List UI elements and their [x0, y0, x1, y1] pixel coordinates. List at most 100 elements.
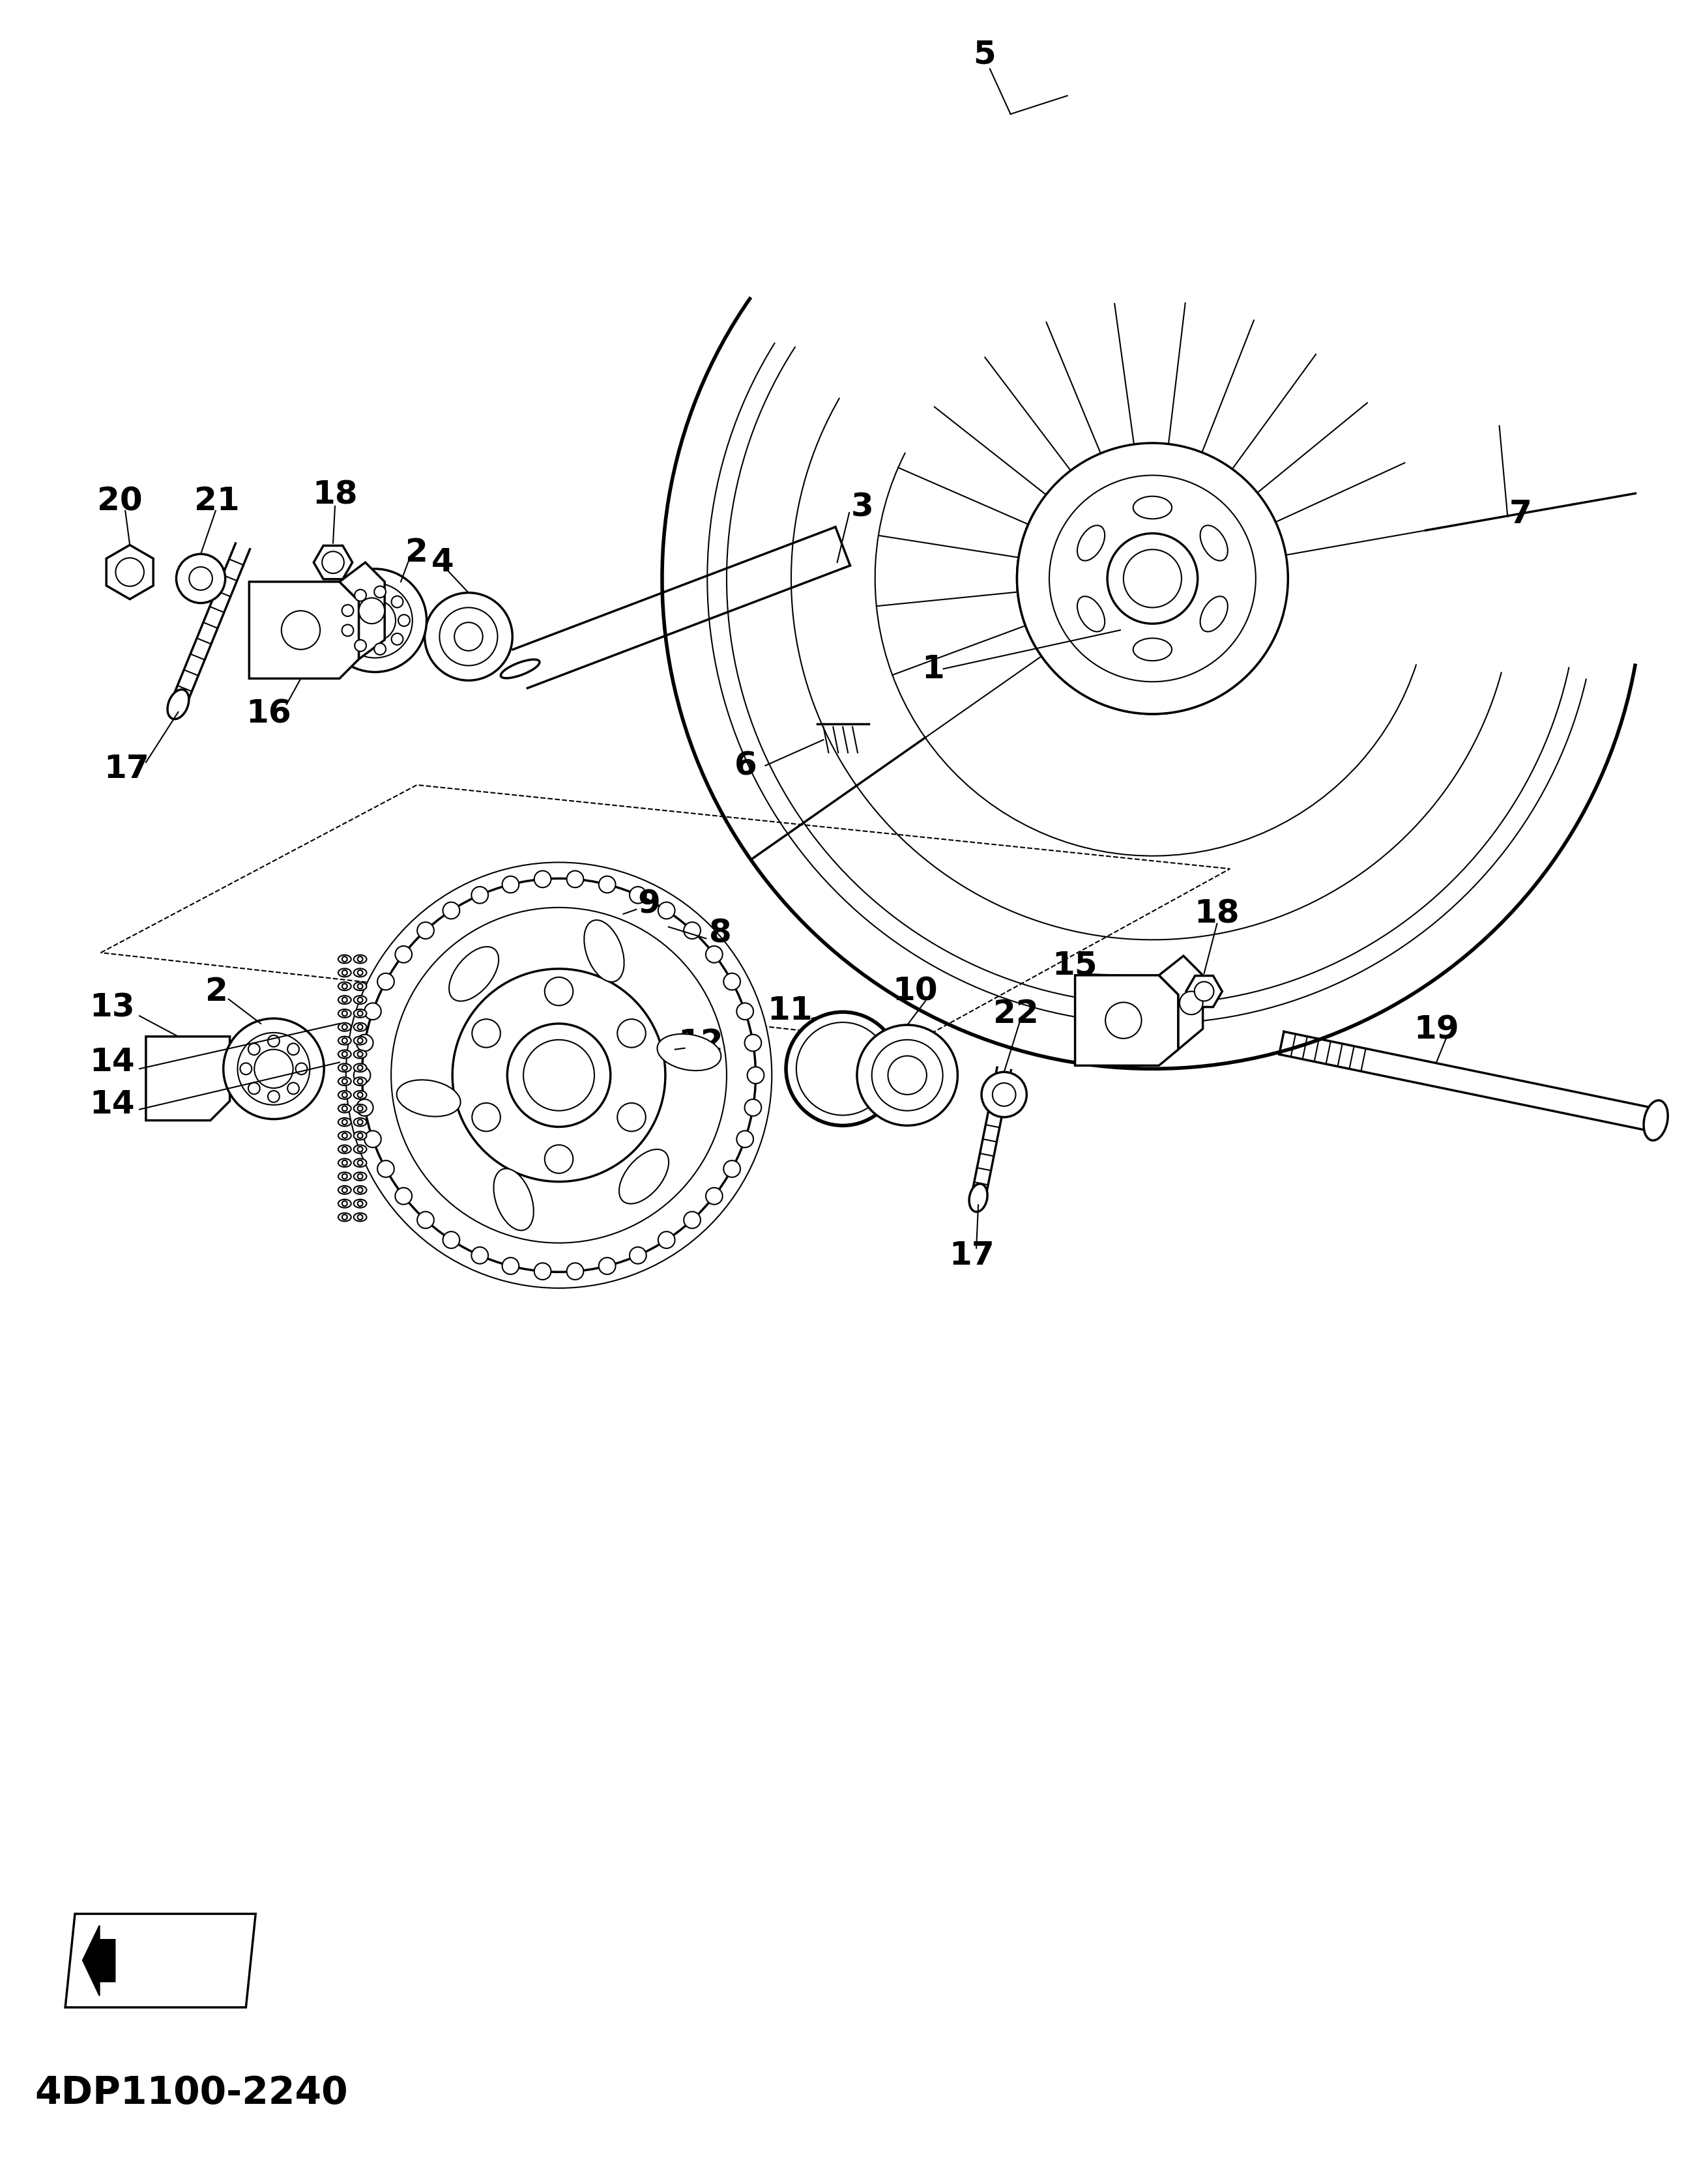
Circle shape	[341, 1092, 347, 1099]
Circle shape	[116, 557, 144, 585]
Circle shape	[341, 1214, 347, 1219]
Circle shape	[355, 590, 367, 601]
Ellipse shape	[396, 1079, 460, 1116]
Circle shape	[357, 1092, 362, 1099]
Ellipse shape	[338, 1037, 352, 1044]
Text: 9: 9	[637, 889, 661, 919]
Text: 18: 18	[1194, 898, 1240, 930]
Circle shape	[982, 1072, 1026, 1118]
Circle shape	[357, 1188, 362, 1192]
Ellipse shape	[338, 954, 352, 963]
Circle shape	[508, 1024, 610, 1127]
Circle shape	[341, 625, 353, 636]
Circle shape	[357, 1214, 362, 1219]
Ellipse shape	[353, 1199, 367, 1208]
Circle shape	[683, 1212, 700, 1227]
Circle shape	[472, 1103, 501, 1131]
Text: 17: 17	[950, 1241, 994, 1271]
Circle shape	[391, 596, 403, 607]
Ellipse shape	[338, 1118, 352, 1127]
Circle shape	[683, 922, 700, 939]
Circle shape	[341, 1147, 347, 1151]
Circle shape	[787, 1011, 899, 1125]
Circle shape	[357, 1053, 362, 1057]
Circle shape	[391, 909, 727, 1243]
Circle shape	[357, 1160, 362, 1166]
Circle shape	[341, 1037, 347, 1044]
Ellipse shape	[338, 1051, 352, 1059]
Text: 17: 17	[104, 753, 150, 784]
Circle shape	[355, 601, 396, 642]
Circle shape	[1050, 476, 1256, 681]
Circle shape	[248, 1083, 260, 1094]
Circle shape	[503, 876, 518, 893]
Circle shape	[872, 1040, 943, 1112]
Circle shape	[357, 1099, 374, 1116]
Circle shape	[418, 1212, 433, 1227]
Ellipse shape	[338, 1009, 352, 1018]
Circle shape	[545, 1144, 573, 1173]
Ellipse shape	[338, 1064, 352, 1072]
Circle shape	[268, 1090, 280, 1103]
Circle shape	[341, 1201, 347, 1206]
Circle shape	[797, 1022, 889, 1116]
Text: 8: 8	[708, 917, 732, 948]
Text: 3: 3	[851, 491, 873, 524]
Text: 4: 4	[432, 546, 454, 579]
Ellipse shape	[1199, 526, 1228, 561]
Text: 20: 20	[97, 485, 143, 518]
Ellipse shape	[353, 1118, 367, 1127]
Circle shape	[268, 1035, 280, 1046]
Circle shape	[418, 922, 433, 939]
Ellipse shape	[501, 660, 540, 679]
Circle shape	[503, 1258, 518, 1273]
Text: 14: 14	[90, 1088, 134, 1120]
Circle shape	[287, 1044, 299, 1055]
Ellipse shape	[449, 946, 498, 1000]
Circle shape	[1179, 992, 1203, 1016]
Circle shape	[357, 957, 362, 961]
Circle shape	[398, 614, 409, 627]
Ellipse shape	[338, 1173, 352, 1182]
Circle shape	[255, 1051, 292, 1088]
Circle shape	[357, 1037, 362, 1044]
Circle shape	[323, 550, 343, 574]
Circle shape	[323, 568, 426, 673]
Ellipse shape	[353, 1077, 367, 1085]
Circle shape	[724, 974, 741, 989]
Circle shape	[357, 1120, 362, 1125]
Ellipse shape	[353, 1064, 367, 1072]
Polygon shape	[250, 581, 358, 679]
Ellipse shape	[338, 1144, 352, 1153]
Ellipse shape	[494, 1168, 533, 1230]
Text: 4DP1100-2240: 4DP1100-2240	[34, 2075, 348, 2112]
Ellipse shape	[353, 1173, 367, 1182]
Polygon shape	[146, 1037, 229, 1120]
Circle shape	[238, 1033, 309, 1105]
Circle shape	[472, 1020, 501, 1048]
Ellipse shape	[338, 996, 352, 1005]
Circle shape	[744, 1099, 761, 1116]
Circle shape	[223, 1018, 325, 1118]
Circle shape	[357, 1173, 362, 1179]
Circle shape	[630, 1247, 646, 1265]
Ellipse shape	[338, 1022, 352, 1031]
Circle shape	[357, 1066, 362, 1070]
Text: 18: 18	[313, 478, 358, 511]
Ellipse shape	[353, 954, 367, 963]
Circle shape	[630, 887, 646, 904]
Ellipse shape	[353, 1037, 367, 1044]
Circle shape	[598, 876, 615, 893]
Circle shape	[377, 974, 394, 989]
Circle shape	[454, 622, 483, 651]
Circle shape	[567, 1262, 583, 1280]
Circle shape	[357, 1079, 362, 1083]
Ellipse shape	[353, 1186, 367, 1195]
Ellipse shape	[338, 983, 352, 992]
Ellipse shape	[338, 1090, 352, 1099]
Circle shape	[1108, 533, 1198, 625]
Ellipse shape	[353, 1144, 367, 1153]
Text: 6: 6	[734, 749, 758, 782]
Circle shape	[341, 1053, 347, 1057]
Circle shape	[705, 946, 722, 963]
